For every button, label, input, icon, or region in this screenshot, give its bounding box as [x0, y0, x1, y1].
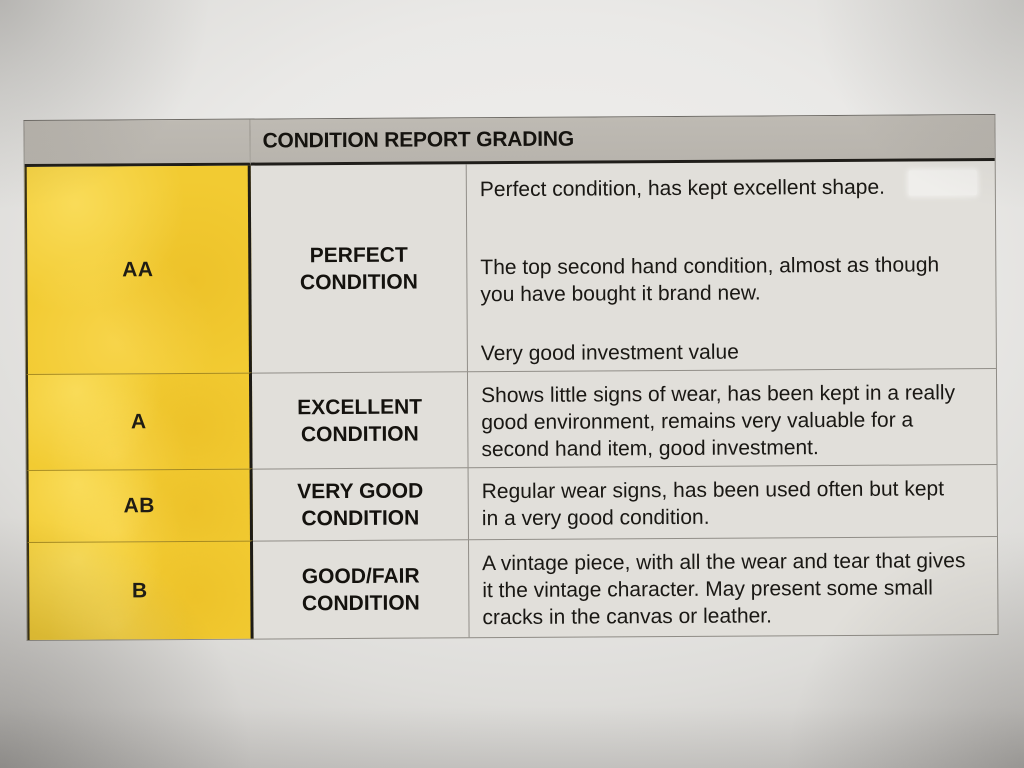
condition-label: VERY GOOD CONDITION — [297, 479, 424, 530]
condition-label-cell-very-good: VERY GOOD CONDITION — [252, 467, 468, 541]
description-paragraph: Very good investment value — [480, 340, 739, 366]
grade-cell-a: A — [25, 372, 253, 470]
whiteout-patch — [908, 170, 977, 196]
table-header-empty-cell — [24, 119, 251, 167]
condition-label: GOOD/FAIR CONDITION — [301, 564, 420, 615]
description-paragraph: Perfect condition, has kept excellent sh… — [479, 175, 886, 202]
condition-description-cell-excellent: Shows little signs of wear, has been kep… — [466, 368, 997, 468]
grade-code: A — [130, 409, 147, 433]
condition-label: PERFECT CONDITION — [299, 243, 418, 294]
condition-description-cell-good-fair: A vintage piece, with all the wear and t… — [467, 536, 998, 638]
description-paragraph: The top second hand condition, almost as… — [480, 253, 940, 307]
condition-description-cell-very-good: Regular wear signs, has been used often … — [467, 464, 997, 540]
grade-cell-ab: AB — [26, 468, 253, 542]
grade-cell-aa: AA — [24, 165, 252, 374]
description-paragraph: Shows little signs of wear, has been kep… — [481, 381, 956, 462]
grade-code: AB — [123, 493, 156, 517]
condition-description-cell-perfect: Perfect condition, has kept excellent sh… — [465, 161, 996, 372]
condition-grading-table: CONDITION REPORT GRADING AA PERFECT COND… — [23, 114, 999, 641]
table-header: CONDITION REPORT GRADING — [250, 115, 995, 166]
description-paragraph: Regular wear signs, has been used often … — [481, 477, 945, 531]
condition-label-cell-perfect: PERFECT CONDITION — [251, 164, 467, 372]
description-paragraph: A vintage piece, with all the wear and t… — [482, 549, 966, 630]
grade-code: B — [131, 578, 148, 602]
grade-code: AA — [122, 257, 154, 281]
condition-label: EXCELLENT CONDITION — [297, 395, 423, 446]
table-title: CONDITION REPORT GRADING — [262, 127, 574, 153]
condition-label-cell-excellent: EXCELLENT CONDITION — [251, 371, 468, 469]
grade-cell-b: B — [26, 540, 254, 640]
condition-label-cell-good-fair: GOOD/FAIR CONDITION — [252, 539, 469, 639]
